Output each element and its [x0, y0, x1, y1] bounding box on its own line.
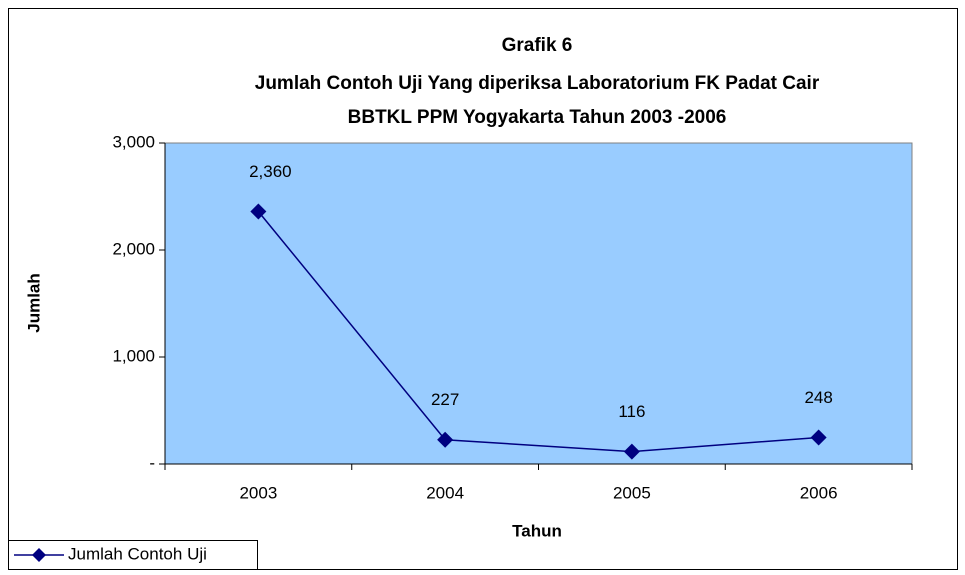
- chart-title: Jumlah Contoh Uji Yang diperiksa Laborat…: [255, 73, 820, 94]
- chart-title: BBTKL PPM Yogyakarta Tahun 2003 -2006: [348, 107, 727, 128]
- plot-area: [164, 142, 913, 465]
- y-tick-label: 1,000: [112, 346, 155, 365]
- x-axis-label: Tahun: [512, 521, 562, 540]
- data-point: [250, 203, 267, 220]
- data-label: 248: [804, 388, 832, 407]
- x-tick-label: 2004: [426, 483, 464, 502]
- legend-marker: [32, 548, 46, 562]
- data-label: 227: [431, 390, 459, 409]
- y-tick-label: 3,000: [112, 132, 155, 151]
- data-label: 116: [618, 402, 645, 421]
- data-point: [437, 431, 454, 448]
- y-tick-label: -: [149, 453, 155, 472]
- series-line: [257, 211, 819, 453]
- y-tick-label: 2,000: [112, 239, 155, 258]
- legend-label: Jumlah Contoh Uji: [68, 544, 207, 563]
- data-label: 2,360: [249, 162, 292, 181]
- chart-title: Grafik 6: [502, 35, 573, 56]
- x-tick-label: 2003: [239, 483, 277, 502]
- data-point: [623, 443, 640, 460]
- x-tick-label: 2005: [613, 483, 651, 502]
- x-tick-label: 2006: [800, 483, 838, 502]
- data-point: [810, 429, 827, 446]
- y-axis-label: Jumlah: [24, 273, 43, 333]
